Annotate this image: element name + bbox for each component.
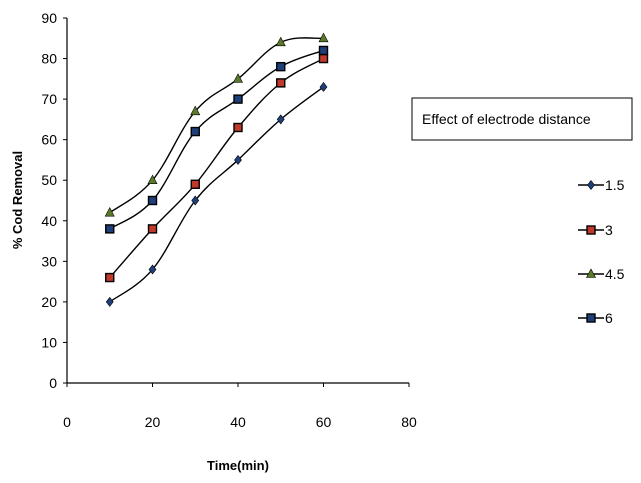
data-point <box>318 45 329 56</box>
data-point <box>105 224 115 234</box>
y-tick-label: 70 <box>41 91 57 107</box>
x-ticks: 0 20 40 60 80 <box>63 383 417 430</box>
axes <box>66 18 409 384</box>
legend-marker <box>586 313 596 323</box>
legend-marker <box>586 268 596 278</box>
data-point <box>148 264 157 275</box>
legend-label: 3 <box>605 222 613 238</box>
data-point <box>190 105 201 116</box>
legend-marker <box>587 180 595 190</box>
series-4.5 <box>104 32 329 217</box>
legend-label: 4.5 <box>605 266 625 282</box>
x-tick-label: 40 <box>230 414 246 430</box>
data-point <box>275 36 286 47</box>
data-point <box>191 195 200 206</box>
data-point <box>234 154 242 165</box>
y-axis-label: % Cod Removal <box>10 151 25 249</box>
x-tick-label: 0 <box>63 414 71 430</box>
legend-item: 3 <box>578 222 613 238</box>
legend-item: 4.5 <box>578 266 625 282</box>
y-tick-label: 40 <box>41 213 57 229</box>
legend-item: 1.5 <box>578 177 625 193</box>
data-point <box>190 179 200 189</box>
data-point <box>105 272 115 283</box>
plot-area <box>104 32 329 307</box>
legend-title-box: Effect of electrode distance <box>411 97 633 141</box>
y-ticks: 0 10 20 30 40 50 60 70 80 90 <box>41 10 67 391</box>
y-tick-label: 0 <box>49 375 57 391</box>
series-3 <box>105 53 329 283</box>
legend-item: 6 <box>578 310 613 326</box>
data-point <box>276 78 286 88</box>
data-point <box>318 53 329 64</box>
data-point <box>147 174 158 185</box>
legend-label: 1.5 <box>605 177 625 193</box>
legend-marker <box>586 225 596 235</box>
data-point <box>233 94 243 104</box>
y-tick-label: 50 <box>41 172 57 188</box>
data-point <box>105 296 114 307</box>
data-point <box>147 224 158 234</box>
y-tick-label: 80 <box>41 51 57 67</box>
series-line <box>109 49 324 230</box>
data-point <box>233 73 243 83</box>
legend: 1.5 3 4.5 6 <box>578 177 625 326</box>
y-tick-label: 60 <box>41 132 57 148</box>
x-tick-label: 20 <box>145 414 161 430</box>
series-line <box>109 37 324 214</box>
data-point <box>276 61 286 72</box>
y-tick-label: 30 <box>41 253 57 269</box>
series-line <box>109 86 324 303</box>
y-tick-label: 20 <box>41 294 57 310</box>
x-tick-label: 60 <box>316 414 332 430</box>
legend-title-frame <box>411 97 633 141</box>
series-6 <box>105 45 329 234</box>
x-tick-label: 80 <box>401 414 417 430</box>
data-point <box>104 207 115 217</box>
data-point <box>233 122 243 133</box>
data-point <box>190 126 200 137</box>
chart-title: Effect of electrode distance <box>422 111 591 127</box>
data-point <box>319 81 328 92</box>
data-point <box>147 195 158 206</box>
y-tick-label: 10 <box>41 334 57 350</box>
data-point <box>318 32 329 43</box>
series-line <box>109 57 324 279</box>
y-tick-label: 90 <box>41 10 57 26</box>
x-axis-label: Time(min) <box>207 458 269 473</box>
data-point <box>276 114 285 125</box>
legend-label: 6 <box>605 310 613 326</box>
series-1.5 <box>105 81 328 307</box>
